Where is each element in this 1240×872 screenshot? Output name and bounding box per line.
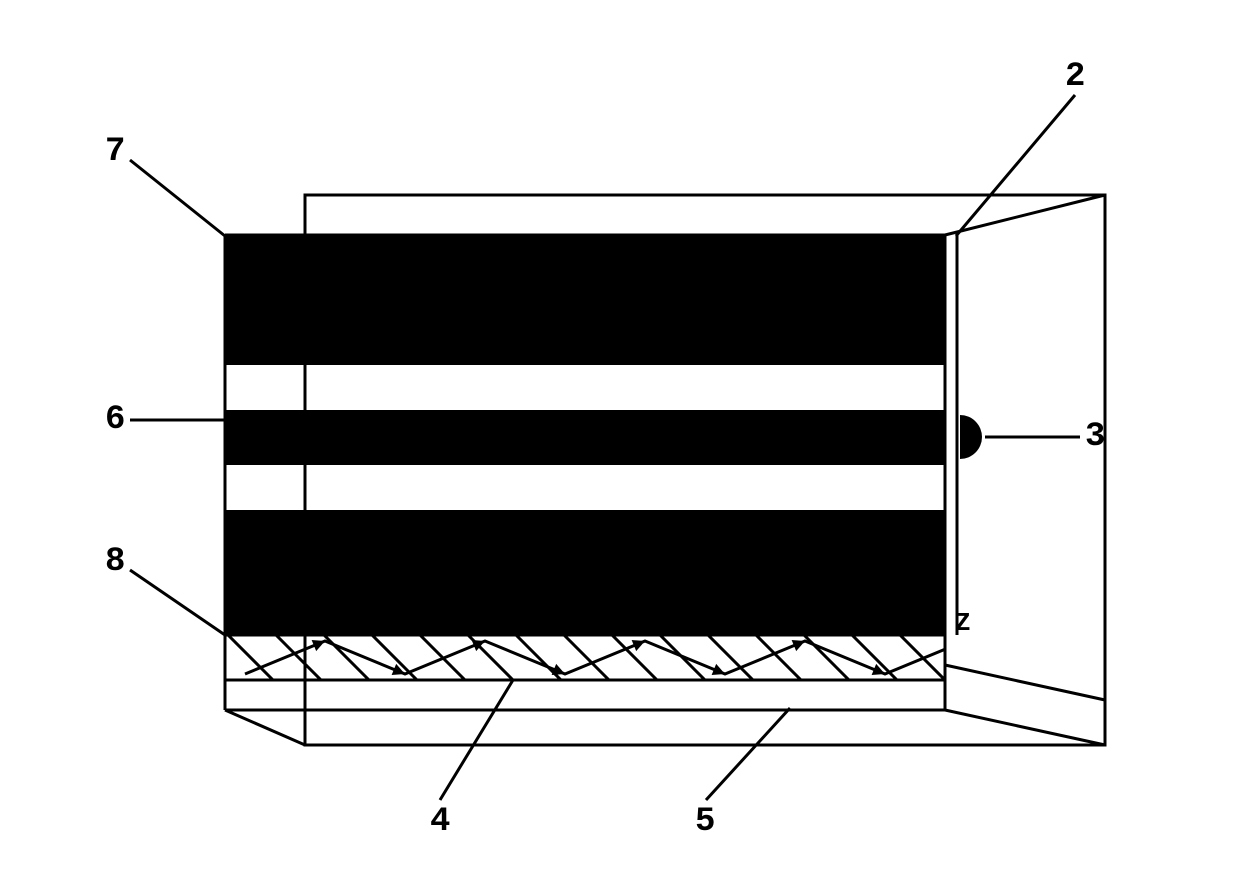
- leader-line-5: [706, 708, 790, 800]
- box-strip-edge-right: [945, 665, 1105, 700]
- bar-top: [225, 235, 945, 365]
- bar-middle: [225, 410, 945, 465]
- leader-label-7: 7: [105, 133, 125, 171]
- leader-line-7: [130, 160, 225, 236]
- box-edge: [225, 710, 305, 745]
- leader-label-5: 5: [695, 803, 715, 841]
- bar-bottom: [225, 510, 945, 635]
- leader-label-6: 6: [105, 401, 125, 439]
- zigzag-arrows: [245, 640, 965, 675]
- leader-line-4: [440, 680, 513, 800]
- leader-label-4: 4: [430, 803, 450, 841]
- leader-line-2: [956, 95, 1075, 236]
- leader-label-2: 2: [1065, 58, 1085, 96]
- leader-line-8: [130, 570, 225, 635]
- box-edge: [945, 195, 1105, 235]
- leader-label-8: 8: [105, 543, 125, 581]
- half-circle-icon: [960, 415, 982, 459]
- hatched-strip: [180, 635, 993, 680]
- axis-z-label: Z: [955, 608, 971, 638]
- box-edge: [945, 710, 1105, 745]
- leader-label-3: 3: [1085, 418, 1105, 456]
